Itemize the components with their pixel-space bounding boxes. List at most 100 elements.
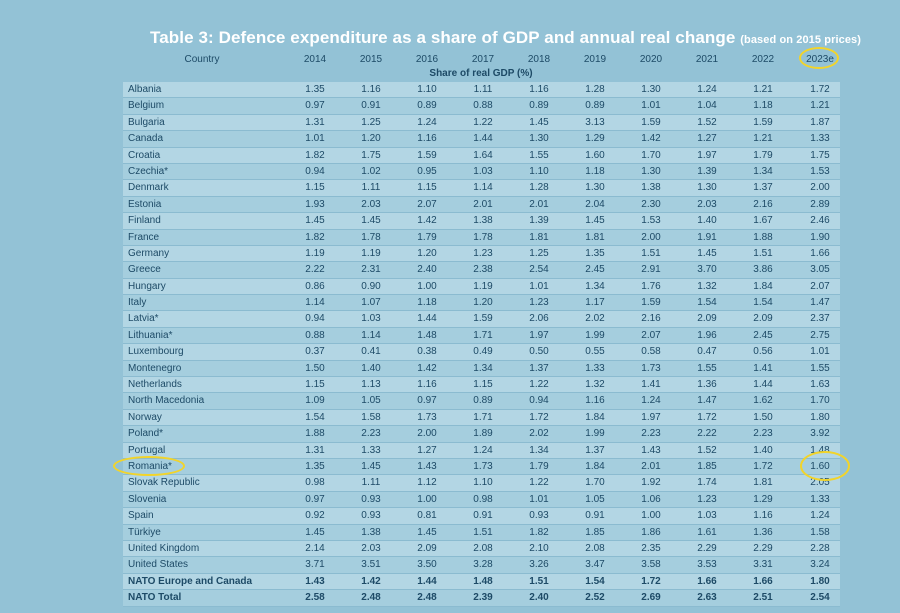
country-name: Hungary [128,280,166,292]
value-cell: 2.09 [417,542,437,554]
value-cell: 1.70 [810,395,830,407]
table-row: Finland 1.45 1.45 1.42 1.38 1.39 1.45 1.53 1.40 1… [123,213,840,230]
value-cell: 3.70 [697,264,717,276]
value-cell: 2.04 [585,198,605,210]
value-cell: 0.88 [305,329,325,341]
table-row: Bulgaria 1.31 1.25 1.24 1.22 1.45 3.13 1.59 1.52… [123,114,840,132]
value-cell: 1.22 [529,379,549,391]
value-cell: 1.16 [417,133,437,145]
table-title-suffix: (based on 2015 prices) [740,34,862,46]
value-cell: 1.76 [641,280,661,292]
value-cell: 1.43 [417,460,437,472]
value-cell: 0.91 [361,100,381,112]
value-cell: 1.43 [641,444,661,456]
table-row: Slovak Republic 0.98 1.11 1.12 1.10 1.22 1.70 1… [123,475,840,492]
value-cell: 1.03 [473,165,493,177]
value-cell: 0.95 [417,165,437,177]
table-row: Spain 0.92 0.93 0.81 0.91 0.93 0.91 1.00 1.03 1.1… [123,508,840,525]
value-cell: 1.48 [417,329,437,341]
country-name: Montenegro [128,362,182,374]
country-name: Türkiye [128,526,161,538]
value-cell: 1.27 [697,133,717,145]
value-cell: 0.50 [529,346,549,358]
value-cell: 1.31 [305,116,325,128]
value-cell: 1.41 [753,362,773,374]
value-cell: 1.42 [641,133,661,145]
value-cell: 2.31 [361,264,381,276]
value-cell: 1.71 [473,329,493,341]
value-cell: 1.24 [697,84,717,95]
value-cell: 1.33 [810,133,830,145]
value-cell: 1.18 [753,100,773,112]
table-row: Estonia 1.93 2.03 2.07 2.01 2.01 2.04 2.30 2.03 2… [123,196,840,214]
value-cell: 1.72 [810,84,830,95]
value-cell: 1.29 [753,493,773,505]
table-row: Poland* 1.88 2.23 2.00 1.89 2.02 1.99 2.23 2.22 2… [123,426,840,443]
value-cell: 2.23 [641,428,661,440]
value-cell: 1.01 [641,100,661,112]
country-name: Germany [128,247,170,259]
value-cell: 1.17 [585,297,605,309]
value-cell: 1.34 [529,444,549,456]
value-cell: 1.84 [585,460,605,472]
value-cell: 1.09 [305,395,325,407]
value-cell: 1.66 [753,575,773,587]
value-cell: 1.48 [473,575,493,587]
value-cell: 2.03 [697,198,717,210]
value-cell: 3.71 [305,559,325,571]
value-cell: 0.41 [361,346,381,358]
value-cell: 1.34 [585,280,605,292]
value-cell: 1.42 [361,575,381,587]
value-cell: 1.44 [473,133,493,145]
value-cell: 1.66 [697,575,717,587]
subheader-share-of-gdp: Share of real GDP (%) [429,68,533,79]
value-cell: 3.53 [697,559,717,571]
country-name: NATO Europe and Canada [128,575,253,587]
value-cell: 1.89 [473,428,493,440]
value-cell: 2.01 [473,198,493,210]
country-name: Greece [128,264,161,276]
value-cell: 1.28 [529,182,549,194]
value-cell: 1.11 [361,182,381,194]
value-cell: 1.15 [473,379,493,391]
value-cell: 1.11 [361,477,381,489]
value-cell: 1.19 [305,247,325,259]
value-cell: 1.40 [697,215,717,227]
country-name: Slovenia [128,493,167,505]
value-cell: 2.51 [753,592,773,604]
value-cell: 3.26 [529,559,549,571]
value-cell: 1.88 [753,231,773,243]
value-cell: 1.60 [585,149,605,161]
table-row: Romania* 1.35 1.45 1.43 1.73 1.79 1.84 2.01 1.85… [123,458,840,476]
value-cell: 1.05 [361,395,381,407]
value-cell: 1.45 [361,460,381,472]
value-cell: 2.54 [529,264,549,276]
value-cell: 3.51 [361,559,381,571]
value-cell: 1.22 [529,477,549,489]
value-cell: 2.48 [417,592,437,604]
value-cell: 1.50 [305,362,325,374]
value-cell: 1.35 [585,247,605,259]
value-cell: 2.23 [753,428,773,440]
value-cell: 0.98 [473,493,493,505]
value-cell: 2.02 [529,428,549,440]
value-cell: 1.16 [361,84,381,95]
value-cell: 2.03 [361,542,381,554]
value-cell: 1.70 [585,477,605,489]
value-cell: 1.87 [810,116,830,128]
value-cell: 1.16 [753,510,773,522]
column-header-year: 2017 [471,54,495,65]
value-cell: 2.40 [529,592,549,604]
value-cell: 2.16 [641,313,661,325]
value-cell: 3.92 [810,428,830,440]
value-cell: 1.24 [641,395,661,407]
country-name: North Macedonia [128,395,205,407]
value-cell: 1.62 [753,395,773,407]
value-cell: 1.80 [810,575,830,587]
value-cell: 1.01 [810,346,830,358]
value-cell: 2.91 [641,264,661,276]
value-cell: 1.44 [753,379,773,391]
column-header-year: 2014 [303,54,327,65]
value-cell: 1.75 [810,149,830,161]
value-cell: 1.30 [697,182,717,194]
